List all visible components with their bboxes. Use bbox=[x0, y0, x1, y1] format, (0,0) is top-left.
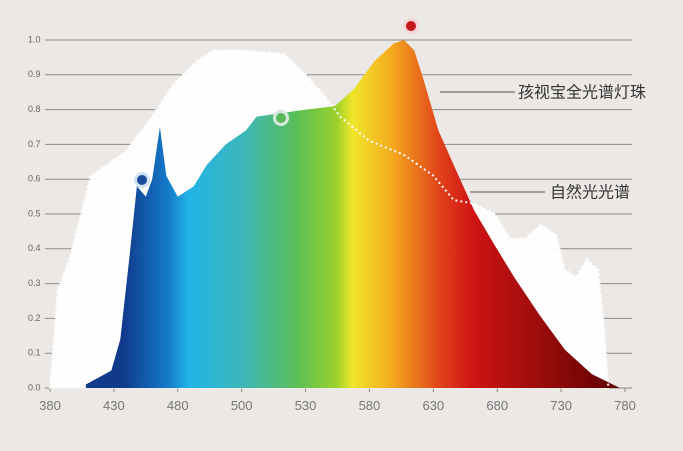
x-tick-label: 680 bbox=[486, 398, 508, 413]
x-tick-label: 780 bbox=[614, 398, 636, 413]
x-tick-label: 500 bbox=[231, 398, 253, 413]
y-tick-label: 0.9 bbox=[28, 69, 41, 79]
annotation: 自然光光谱 bbox=[550, 183, 630, 202]
natural-outline bbox=[49, 49, 610, 389]
x-tick-label: 430 bbox=[103, 398, 125, 413]
plot bbox=[49, 40, 620, 389]
x-tick-label: 580 bbox=[359, 398, 381, 413]
x-tick-label: 480 bbox=[167, 398, 189, 413]
y-tick-label: 0.5 bbox=[28, 208, 41, 218]
y-tick-label: 0.2 bbox=[28, 313, 41, 323]
x-tick-label: 730 bbox=[550, 398, 572, 413]
y-tick-label: 0.4 bbox=[28, 243, 41, 253]
annotation: 孩视宝全光谱灯珠 bbox=[518, 83, 646, 102]
y-tick-label: 0.7 bbox=[28, 139, 41, 149]
x-tick-label: 630 bbox=[422, 398, 444, 413]
led-area bbox=[85, 40, 620, 388]
y-tick-label: 0.8 bbox=[28, 104, 41, 114]
y-tick-label: 0.3 bbox=[28, 278, 41, 288]
marker bbox=[137, 175, 147, 185]
marker bbox=[276, 113, 286, 123]
x-tick-label: 380 bbox=[39, 398, 61, 413]
x-tick-label: 530 bbox=[295, 398, 317, 413]
y-tick-label: 0.1 bbox=[28, 348, 41, 358]
y-tick-label: 1.0 bbox=[28, 34, 41, 44]
marker bbox=[406, 21, 416, 31]
y-tick-label: 0.6 bbox=[28, 174, 41, 184]
y-tick-label: 0.0 bbox=[28, 382, 41, 392]
